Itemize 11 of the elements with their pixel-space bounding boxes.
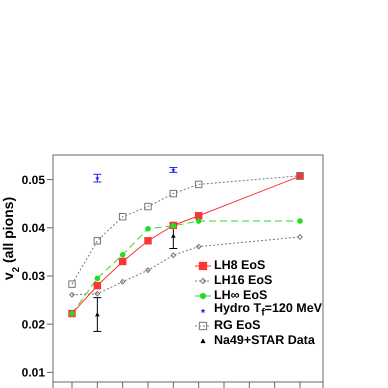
- y-tick-label: 0.01: [22, 366, 46, 380]
- legend-label: LH8 EoS: [214, 258, 266, 273]
- legend-label: Hydro T$_{f}$=120 MeV: [214, 300, 322, 318]
- legend-label: RG EoS: [214, 318, 260, 333]
- y-tick-label: 0.04: [22, 221, 46, 236]
- y-tick-label: 0.03: [22, 269, 46, 284]
- legend-label: LH16 EoS: [214, 273, 272, 288]
- legend-label: LH∞ EoS: [214, 288, 268, 303]
- y-tick-label: 0.05: [22, 172, 46, 187]
- legend-label: Na49+STAR Data: [214, 333, 315, 348]
- y-tick-label: 0.02: [22, 317, 46, 332]
